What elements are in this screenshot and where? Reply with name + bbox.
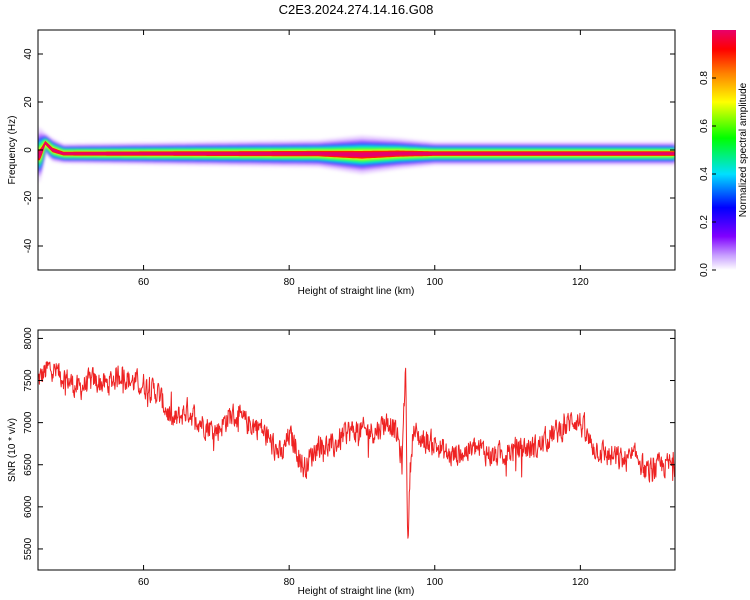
snr-ytick-label: 8000 — [23, 327, 34, 350]
snr-xlabel: Height of straight line (km) — [298, 586, 415, 597]
snr-xtick-label: 80 — [284, 577, 296, 588]
snr-ytick-label: 7000 — [23, 411, 34, 434]
colorbar-tick-label: 0.8 — [699, 71, 710, 85]
spectrogram-band-6 — [38, 140, 675, 161]
snr-axes-ticks: 60 80 100 120 5500 6000 6500 7000 7500 8000 — [23, 327, 675, 588]
spectrogram-ytick-label: 20 — [23, 96, 34, 108]
snr-xtick-label: 60 — [138, 577, 150, 588]
colorbar-tick-label: 0.0 — [699, 263, 710, 277]
colorbar-gradient — [712, 30, 736, 270]
snr-ytick-label: 6000 — [23, 495, 34, 518]
snr-panel: 60 80 100 120 5500 6000 6500 7000 7500 8000 Heigh… — [7, 327, 676, 597]
colorbar-tick-label: 0.6 — [699, 119, 710, 133]
snr-ytick-label: 7500 — [23, 369, 34, 392]
spectrogram-band-7 — [38, 141, 675, 159]
colorbar-ticks: 0.0 0.2 0.4 0.6 0.8 — [699, 71, 716, 277]
spectrogram-ytick-label: -20 — [23, 190, 34, 205]
snr-ylabel: SNR (10 * v/v) — [7, 418, 18, 482]
colorbar-tick-label: 0.2 — [699, 215, 710, 229]
spectrogram-panel: 60 80 100 120 -40 -20 0 20 40 Height of straight… — [7, 29, 676, 297]
colorbar: 0.0 0.2 0.4 0.6 0.8 Normalized spectral ampl… — [699, 30, 749, 277]
snr-frame — [37, 329, 676, 571]
snr-ytick-label: 5500 — [23, 537, 34, 560]
spectrogram-ytick-label: -40 — [23, 238, 34, 253]
spectrogram-ytick-label: 0 — [23, 147, 34, 153]
spectrogram-ylabel: Frequency (Hz) — [7, 116, 18, 185]
spectrogram-ridge — [38, 127, 675, 182]
spectrogram-axes-ticks: 60 80 100 120 -40 -20 0 20 40 — [23, 30, 675, 288]
snr-plot-area — [38, 330, 675, 570]
snr-xtick-label: 100 — [426, 577, 443, 588]
spectrogram-xtick-label: 60 — [138, 277, 150, 288]
snr-xtick-label: 120 — [572, 577, 589, 588]
figure-title: C2E3.2024.274.14.16.G08 — [279, 2, 434, 17]
snr-series-line — [38, 361, 675, 539]
snr-ytick-label: 6500 — [23, 453, 34, 476]
spectrogram-xtick-label: 120 — [572, 277, 589, 288]
colorbar-label: Normalized spectral amplitude — [738, 82, 749, 217]
spectrogram-frame — [37, 29, 676, 271]
spectrogram-ytick-label: 40 — [23, 48, 34, 60]
colorbar-tick-label: 0.4 — [699, 167, 710, 181]
spectrogram-xtick-label: 80 — [284, 277, 296, 288]
spectrogram-xlabel: Height of straight line (km) — [298, 286, 415, 297]
spectrogram-xtick-label: 100 — [426, 277, 443, 288]
